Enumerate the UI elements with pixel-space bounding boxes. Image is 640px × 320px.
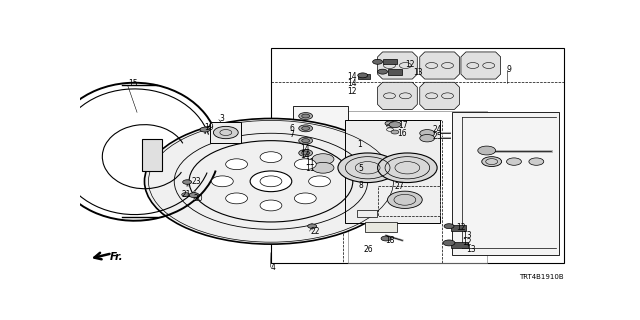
Circle shape	[444, 224, 454, 228]
Text: 21: 21	[182, 190, 191, 199]
Text: 23: 23	[191, 177, 201, 186]
Text: 13: 13	[462, 231, 472, 240]
Text: 16: 16	[397, 129, 407, 138]
Circle shape	[226, 159, 248, 170]
Circle shape	[301, 139, 310, 143]
Circle shape	[200, 127, 210, 132]
Text: 18: 18	[385, 236, 394, 245]
Circle shape	[388, 191, 422, 208]
Polygon shape	[346, 120, 440, 223]
Text: 27: 27	[395, 182, 404, 191]
Circle shape	[308, 224, 317, 228]
Circle shape	[529, 158, 544, 165]
Circle shape	[420, 130, 435, 137]
Circle shape	[250, 171, 292, 192]
Circle shape	[482, 157, 502, 166]
Circle shape	[260, 152, 282, 163]
Text: 14: 14	[300, 144, 309, 153]
Circle shape	[507, 158, 522, 165]
Polygon shape	[461, 52, 500, 79]
Circle shape	[389, 122, 401, 128]
Circle shape	[478, 146, 495, 155]
Bar	[388, 69, 403, 75]
Text: 7: 7	[290, 131, 294, 140]
Text: 24: 24	[432, 125, 442, 134]
Text: 3: 3	[220, 114, 225, 123]
Circle shape	[308, 176, 330, 187]
Bar	[451, 225, 466, 231]
Bar	[356, 210, 376, 217]
Text: 6: 6	[290, 124, 294, 133]
Circle shape	[420, 134, 435, 142]
Circle shape	[294, 159, 316, 170]
Polygon shape	[420, 52, 460, 79]
Text: 14: 14	[300, 151, 309, 160]
Bar	[451, 242, 468, 248]
Polygon shape	[378, 82, 417, 109]
Circle shape	[294, 193, 316, 204]
Circle shape	[213, 126, 238, 139]
Text: Fr.: Fr.	[110, 252, 124, 262]
Circle shape	[182, 193, 189, 196]
Text: 13: 13	[466, 245, 476, 254]
Text: 19: 19	[204, 123, 214, 132]
Text: 14: 14	[347, 72, 356, 81]
Text: 12: 12	[347, 87, 356, 96]
Polygon shape	[142, 140, 162, 172]
Polygon shape	[378, 52, 417, 79]
Bar	[365, 222, 397, 232]
Circle shape	[299, 125, 312, 132]
Text: 14: 14	[347, 79, 356, 89]
Text: 11: 11	[306, 164, 315, 173]
Circle shape	[378, 69, 388, 74]
Text: 8: 8	[359, 181, 364, 190]
Circle shape	[299, 149, 312, 156]
Circle shape	[338, 153, 397, 182]
Bar	[358, 74, 370, 79]
Circle shape	[358, 73, 367, 78]
Text: 5: 5	[359, 164, 364, 173]
Circle shape	[443, 240, 455, 246]
Circle shape	[299, 137, 312, 144]
Bar	[211, 122, 241, 143]
Circle shape	[299, 113, 312, 119]
Circle shape	[301, 151, 310, 155]
Circle shape	[260, 200, 282, 211]
Circle shape	[372, 59, 383, 64]
Text: 11: 11	[306, 158, 315, 167]
Circle shape	[145, 118, 397, 244]
Circle shape	[301, 114, 310, 118]
Circle shape	[381, 236, 391, 241]
Text: 4: 4	[271, 262, 276, 272]
Circle shape	[378, 153, 437, 182]
Text: 9: 9	[507, 65, 511, 74]
Text: 25: 25	[432, 132, 442, 141]
Text: TRT4B1910B: TRT4B1910B	[519, 274, 564, 280]
Polygon shape	[293, 106, 348, 226]
Circle shape	[391, 130, 399, 134]
Circle shape	[312, 162, 334, 173]
Circle shape	[301, 126, 310, 130]
Text: 15: 15	[129, 79, 138, 89]
Polygon shape	[420, 82, 460, 109]
Polygon shape	[378, 186, 440, 216]
Text: 13: 13	[413, 68, 423, 77]
Circle shape	[312, 154, 334, 164]
Text: 26: 26	[364, 245, 373, 254]
Text: 22: 22	[310, 227, 320, 236]
Text: 17: 17	[399, 121, 408, 130]
Circle shape	[189, 193, 199, 197]
Circle shape	[182, 180, 191, 184]
Text: 12: 12	[405, 60, 414, 69]
Text: 1: 1	[356, 140, 362, 149]
Text: 12: 12	[462, 238, 472, 247]
Bar	[383, 59, 397, 64]
Circle shape	[211, 176, 233, 187]
Polygon shape	[452, 112, 559, 255]
Text: 20: 20	[193, 194, 203, 203]
Circle shape	[226, 193, 248, 204]
Text: 12: 12	[456, 223, 465, 232]
Circle shape	[385, 121, 395, 126]
